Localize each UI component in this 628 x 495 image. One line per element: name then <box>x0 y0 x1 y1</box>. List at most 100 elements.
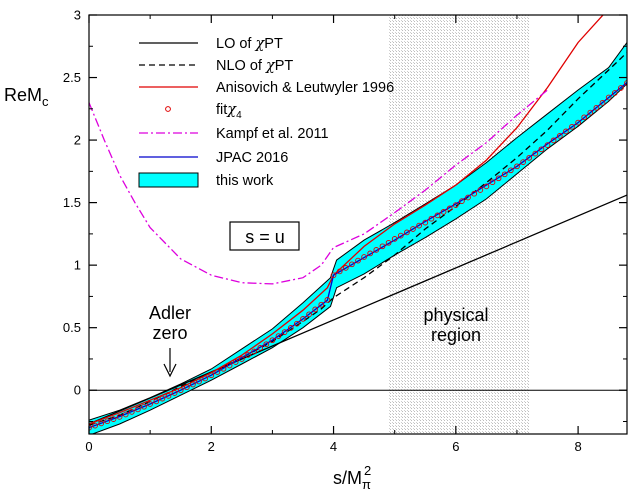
fit-chi4-point <box>116 414 123 420</box>
fit-chi4-point <box>128 409 135 415</box>
legend-item-fit: fitχ4 <box>165 102 242 121</box>
x-tick-label: 0 <box>85 439 92 454</box>
y-axis-title: ReMc <box>4 85 49 109</box>
y-tick-label: 0.5 <box>63 320 81 335</box>
fit-chi4-point <box>257 345 264 351</box>
fit-chi4-point <box>177 387 184 394</box>
fit-chi4-point <box>452 202 459 208</box>
legend-label-lo: LO of χPT <box>216 36 283 52</box>
fit-chi4-point <box>104 418 111 425</box>
fit-chi4-point <box>550 137 557 144</box>
legend-label-nlo: NLO of χPT <box>216 58 293 74</box>
fit-chi4-point <box>159 395 166 402</box>
fit-chi4-point <box>269 337 276 344</box>
y-tick-label: 1 <box>74 258 81 273</box>
physical-label-line2: region <box>431 325 481 345</box>
x-tick-label: 2 <box>208 439 215 454</box>
legend-item-kampf: Kampf et al. 2011 <box>139 126 329 142</box>
fit-chi4-point <box>349 261 355 268</box>
fit-chi4-point <box>92 422 98 429</box>
legend: LO of χPT NLO of χPT Anisovich & Leutwyl… <box>138 36 394 189</box>
fit-chi4-point <box>416 222 422 229</box>
fit-chi4-point <box>440 209 447 215</box>
fit-chi4-point <box>391 236 398 242</box>
fit-chi4-point <box>544 142 551 148</box>
legend-item-lo: LO of χPT <box>139 36 283 52</box>
fit-chi4-point <box>434 212 441 219</box>
fit-chi4-point <box>538 146 545 153</box>
fit-chi4-point <box>501 171 508 178</box>
fit-chi4-point <box>605 94 612 101</box>
fit-chi4-point <box>611 90 618 96</box>
fit-chi4-point <box>226 362 233 369</box>
fit-chi4-point <box>122 411 129 418</box>
fit-chi4-point <box>471 190 478 197</box>
fit-chi4-point <box>361 254 367 260</box>
fit-chi4-point <box>593 104 600 111</box>
nlo-chipt-line <box>89 52 627 426</box>
fit-chi4-point <box>287 325 294 331</box>
fit-chi4-point <box>532 150 539 157</box>
adler-zero-annotation: Adler zero <box>149 303 191 378</box>
y-tick-label: 1.5 <box>63 195 81 210</box>
adler-arrow-head <box>163 363 177 378</box>
fit-chi4-point <box>385 239 392 246</box>
fit-chi4-point <box>110 416 117 422</box>
fit-chi4-point <box>153 398 160 405</box>
fit-chi4-point <box>526 154 533 161</box>
fit-chi4-point <box>300 316 306 322</box>
fit-chi4-point <box>196 378 202 385</box>
legend-item-this-work: this work <box>138 172 274 189</box>
fit-chi4-point <box>483 183 490 190</box>
legend-label-this-work: this work <box>216 173 274 189</box>
fit-chi4-point <box>367 250 374 257</box>
s-equals-u-text: s = u <box>245 227 285 247</box>
legend-label-anisovich: Anisovich & Leutwyler 1996 <box>216 80 394 96</box>
fit-chi4-point <box>373 247 380 253</box>
fit-chi4-point <box>428 215 435 222</box>
fit-chi4-point <box>477 187 484 193</box>
y-tick-label: 2 <box>74 133 81 148</box>
fit-chi4-point <box>581 114 588 121</box>
fit-chi4-point <box>379 243 386 250</box>
fit-chi4-point <box>520 159 526 165</box>
fit-chi4-point <box>489 179 496 186</box>
y-tick-label: 2.5 <box>63 70 81 85</box>
fit-chi4-point <box>98 420 105 427</box>
jpac-line <box>89 81 627 429</box>
x-axis-title: s/Mπ2 <box>333 463 371 492</box>
fit-chi4-point <box>232 359 239 365</box>
fit-chi4-point <box>422 219 429 226</box>
plot-frame <box>88 14 628 435</box>
fit-chi4-point <box>563 128 569 135</box>
fit-chi4-point <box>135 406 141 413</box>
fit-chi4-point <box>190 381 196 388</box>
fit-chi4-point <box>330 272 337 279</box>
fit-chi4-point <box>514 163 520 170</box>
fit-chi4-point <box>214 369 221 375</box>
fit-chi4-point <box>171 390 178 396</box>
fit-chi4-point <box>507 167 514 174</box>
physical-label-line1: physical <box>423 305 488 325</box>
fit-chi4-point <box>208 372 215 379</box>
fit-chi4-point <box>336 268 343 275</box>
fit-chi4-point <box>459 198 465 204</box>
this-work-band <box>89 41 627 434</box>
fit-chi4-point <box>410 226 416 232</box>
fit-chi4-point <box>618 85 624 91</box>
fit-chi4-point <box>465 194 471 201</box>
legend-item-jpac: JPAC 2016 <box>139 150 288 166</box>
fit-chi4-point <box>355 257 361 264</box>
lo-chipt-line <box>89 194 627 425</box>
fit-chi4-point <box>294 320 300 327</box>
legend-label-kampf: Kampf et al. 2011 <box>216 126 329 142</box>
kampf-line <box>89 89 548 285</box>
fit-chi4-point <box>263 341 270 348</box>
fit-chi4-point <box>599 100 606 106</box>
x-tick-label: 4 <box>330 439 337 454</box>
legend-item-nlo: NLO of χPT <box>139 58 293 74</box>
fit-chi4-point <box>183 384 190 391</box>
fit-chi4-point <box>318 301 325 308</box>
fit-chi4-point <box>220 365 227 372</box>
fit-chi4-point <box>251 348 257 355</box>
